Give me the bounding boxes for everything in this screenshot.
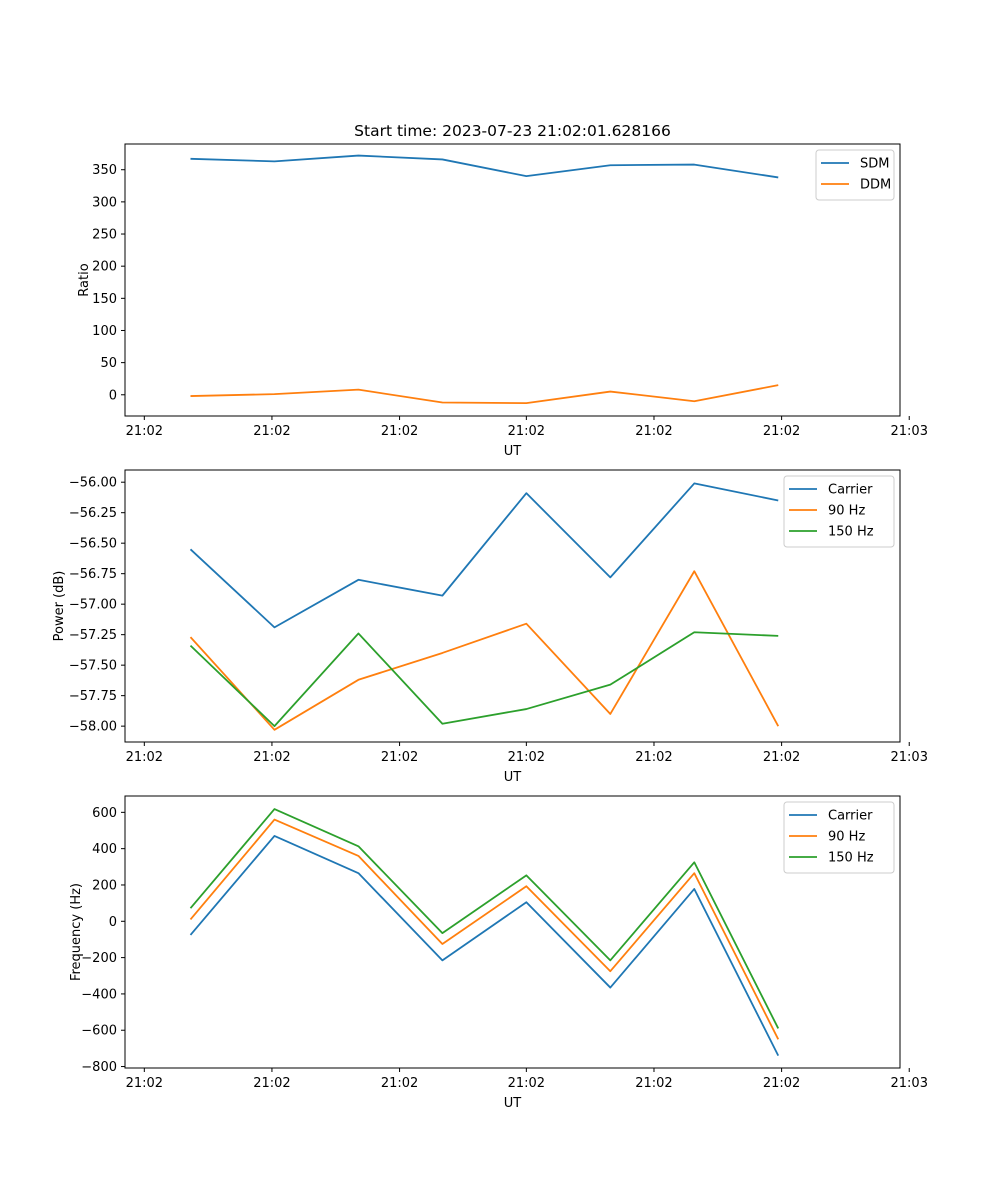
x-tick-label: 21:02 [508, 424, 545, 439]
x-tick-label: 21:02 [508, 750, 545, 765]
legend: Carrier 90 Hz 150 Hz [783, 801, 895, 874]
series-line-150-hz [189, 808, 780, 1029]
y-tick-label: 0 [109, 388, 117, 403]
y-tick-label: −400 [81, 987, 117, 1002]
series-group [189, 482, 780, 731]
series-line-ddm [190, 384, 779, 405]
y-tick-label: −56.25 [69, 506, 117, 521]
series-line-150-hz [189, 631, 779, 728]
y-tick-label: 250 [92, 228, 117, 243]
legend-label: 150 Hz [828, 525, 874, 540]
x-tick-label: 21:02 [126, 424, 163, 439]
y-tick-label: −57.75 [69, 689, 117, 704]
x-tick-label: 21:02 [635, 1076, 672, 1091]
x-tick-label: 21:02 [381, 424, 418, 439]
axes-frame [124, 469, 901, 743]
y-axis-label: Power (dB) [52, 571, 67, 642]
x-tick-label: 21:02 [763, 1076, 800, 1091]
x-tick-label: 21:02 [126, 1076, 163, 1091]
y-tick-label: −56.75 [69, 567, 117, 582]
y-tick-label: −600 [81, 1024, 117, 1039]
y-tick-label: −56.00 [69, 476, 117, 491]
y-tick-label: 150 [92, 292, 117, 307]
x-axis-label: UT [504, 1096, 522, 1111]
x-tick-label: 21:02 [126, 750, 163, 765]
y-tick-label: −58.00 [69, 720, 117, 735]
legend-box [783, 801, 895, 874]
x-tick-label: 21:02 [763, 750, 800, 765]
legend: Carrier 90 Hz 150 Hz [783, 475, 895, 548]
axes-frame [124, 795, 901, 1069]
y-tick-label: −800 [81, 1060, 117, 1075]
x-tick-label: 21:03 [891, 1076, 928, 1091]
legend-label: Carrier [828, 483, 873, 498]
y-tick-label: −57.00 [69, 598, 117, 613]
series-group [189, 808, 780, 1057]
y-tick-label: 600 [92, 806, 117, 821]
y-axis-label: Ratio [77, 263, 92, 296]
series-line-90-hz [189, 570, 780, 731]
legend-label: DDM [860, 178, 891, 193]
y-tick-label: −57.50 [69, 659, 117, 674]
y-tick-label: 0 [109, 915, 117, 930]
y-tick-label: −200 [81, 951, 117, 966]
y-tick-label: −57.25 [69, 628, 117, 643]
x-axis-label: UT [504, 444, 522, 459]
x-tick-label: 21:02 [253, 750, 290, 765]
legend-label: Carrier [828, 809, 873, 824]
series-group [190, 154, 779, 405]
x-tick-label: 21:02 [508, 1076, 545, 1091]
x-tick-label: 21:03 [891, 424, 928, 439]
series-line-90-hz [189, 818, 780, 1040]
series-line-carrier [189, 835, 780, 1057]
x-tick-label: 21:03 [891, 750, 928, 765]
chart-ratio: Start time: 2023-07-23 21:02:01.628166 21… [77, 122, 928, 459]
x-tick-label: 21:02 [253, 424, 290, 439]
legend-label: 90 Hz [828, 504, 865, 519]
series-line-sdm [190, 154, 779, 179]
x-tick-label: 21:02 [381, 1076, 418, 1091]
legend: SDM DDM [815, 149, 895, 201]
x-tick-label: 21:02 [635, 424, 672, 439]
chart-frequency: 21:02 21:02 21:02 21:02 21:02 21:02 21:03 −800 −… [69, 795, 928, 1111]
x-tick-label: 21:02 [763, 424, 800, 439]
legend-label: 150 Hz [828, 851, 874, 866]
x-axis-label: UT [504, 770, 522, 785]
y-tick-label: 350 [92, 163, 117, 178]
y-tick-label: 200 [92, 260, 117, 275]
legend-box [783, 475, 895, 548]
y-tick-label: 300 [92, 195, 117, 210]
y-axis-label: Frequency (Hz) [69, 883, 84, 981]
axes-frame [124, 143, 901, 417]
chart-power: 21:02 21:02 21:02 21:02 21:02 21:02 21:03 −58.0… [52, 469, 928, 785]
x-tick-label: 21:02 [253, 1076, 290, 1091]
y-tick-label: 100 [92, 324, 117, 339]
x-tick-label: 21:02 [381, 750, 418, 765]
legend-label: SDM [860, 157, 889, 172]
x-tick-label: 21:02 [635, 750, 672, 765]
y-tick-label: 400 [92, 842, 117, 857]
y-tick-label: 50 [100, 356, 117, 371]
series-line-carrier [189, 482, 779, 629]
y-tick-label: 200 [92, 878, 117, 893]
chart-title: Start time: 2023-07-23 21:02:01.628166 [354, 122, 671, 140]
y-tick-label: −56.50 [69, 537, 117, 552]
legend-label: 90 Hz [828, 830, 865, 845]
